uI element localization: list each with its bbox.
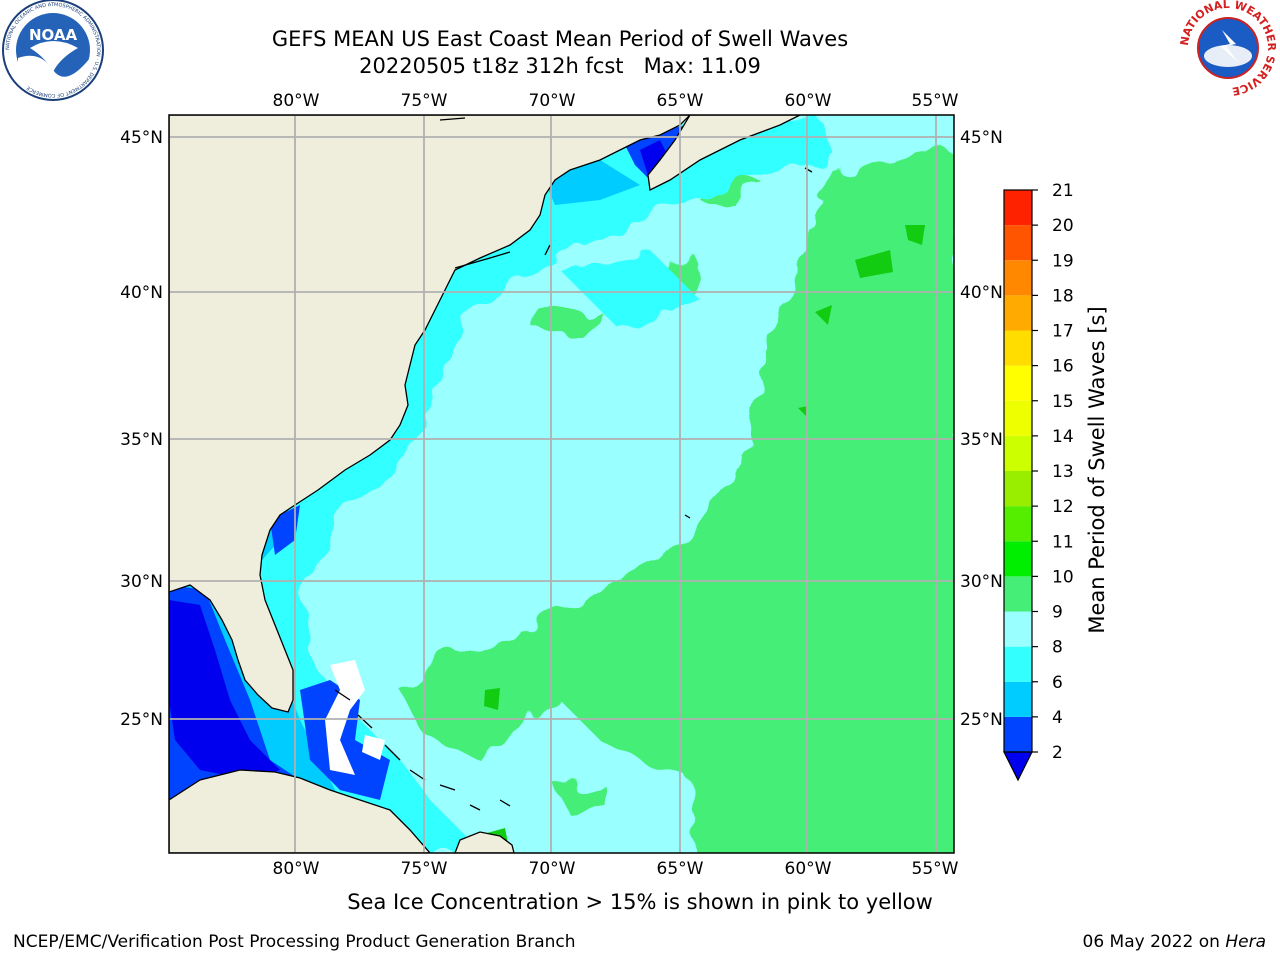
colorbar-tick-label: 8 <box>1052 638 1063 658</box>
footer-credit: NCEP/EMC/Verification Post Processing Pr… <box>13 932 576 952</box>
colorbar-tick-label: 20 <box>1052 216 1074 236</box>
lon-label: 70°W <box>529 91 576 111</box>
lon-label: 80°W <box>273 91 320 111</box>
colorbar-tick-label: 19 <box>1052 251 1074 271</box>
map-area <box>169 115 954 853</box>
chart-title: GEFS MEAN US East Coast Mean Period of S… <box>160 26 960 80</box>
colorbar-tick-label: 4 <box>1052 708 1063 728</box>
lon-label: 75°W <box>401 859 448 879</box>
colorbar: 2 4 6 8 9 10 11 12 13 14 15 16 17 18 19 20 21 <box>1003 181 1074 782</box>
coast-details <box>439 117 551 269</box>
lat-label: 40°N <box>960 283 1003 303</box>
colorbar-tick-label: 13 <box>1052 462 1074 482</box>
colorbar-segment <box>1004 506 1032 542</box>
colorbar-tick-label: 11 <box>1052 532 1074 552</box>
colorbar-segment <box>1004 646 1032 682</box>
colorbar-under-arrow <box>1003 751 1033 782</box>
colorbar-segment <box>1004 681 1032 717</box>
colorbar-segment <box>1004 611 1032 647</box>
lon-label: 65°W <box>657 91 704 111</box>
lon-label: 80°W <box>273 859 320 879</box>
colorbar-tick-label: 9 <box>1052 603 1063 623</box>
sea-ice-note: Sea Ice Concentration > 15% is shown in … <box>347 890 933 914</box>
colorbar-tick-label: 16 <box>1052 357 1074 377</box>
lat-label: 35°N <box>120 430 163 450</box>
colorbar-tick-label: 15 <box>1052 392 1074 412</box>
lat-label: 30°N <box>960 572 1003 592</box>
title-line-2: 20220505 t18z 312h fcst Max: 11.09 <box>359 54 761 78</box>
land-hispaniola <box>454 831 515 853</box>
lat-label: 25°N <box>120 710 163 730</box>
lat-label: 40°N <box>120 283 163 303</box>
lon-label: 60°W <box>785 91 832 111</box>
lon-label: 65°W <box>657 859 704 879</box>
lat-labels-left: 45°N 40°N 35°N 30°N 25°N <box>120 128 163 730</box>
colorbar-segment <box>1004 365 1032 401</box>
lat-label: 45°N <box>120 128 163 148</box>
colorbar-segment <box>1004 260 1032 296</box>
noaa-logo-text: NOAA <box>29 26 78 44</box>
footer-date-text: 06 May 2022 on <box>1082 932 1220 952</box>
colorbar-tick-label: 14 <box>1052 427 1074 447</box>
map-frame <box>168 114 955 854</box>
colorbar-segment <box>1004 576 1032 612</box>
colorbar-segment <box>1004 541 1032 577</box>
colorbar-segment <box>1004 330 1032 366</box>
colorbar-segment <box>1004 400 1032 436</box>
footer-machine: Hera <box>1225 932 1266 952</box>
colorbar-segment <box>1004 190 1032 226</box>
lon-label: 55°W <box>912 91 959 111</box>
colorbar-segment <box>1004 295 1032 331</box>
colorbar-segment <box>1004 435 1032 471</box>
lon-label: 55°W <box>912 859 959 879</box>
title-line-1: GEFS MEAN US East Coast Mean Period of S… <box>271 27 849 51</box>
colorbar-segment <box>1004 716 1032 752</box>
lat-label: 30°N <box>120 572 163 592</box>
colorbar-label: Mean Period of Swell Waves [s] <box>1085 306 1109 634</box>
colorbar-tick-label: 17 <box>1052 322 1074 342</box>
lon-label: 75°W <box>401 91 448 111</box>
nws-logo: NATIONAL WEATHER SERVICE <box>1178 0 1278 98</box>
colorbar-tick-label: 12 <box>1052 497 1074 517</box>
lon-label: 70°W <box>529 859 576 879</box>
lat-labels-right: 45°N 40°N 35°N 30°N 25°N <box>960 128 1003 730</box>
land-cuba <box>169 769 431 853</box>
lon-label: 60°W <box>785 859 832 879</box>
lat-label: 35°N <box>960 430 1003 450</box>
lon-labels-bottom: 80°W 75°W 70°W 65°W 60°W 55°W <box>273 859 959 879</box>
graticule <box>169 115 954 853</box>
colorbar-tick-label: 21 <box>1052 181 1074 201</box>
colorbar-segment <box>1004 225 1032 261</box>
land-nova-scotia <box>647 115 801 191</box>
lat-label: 25°N <box>960 710 1003 730</box>
swell-6-8-offshore-patch <box>560 250 700 330</box>
footer-date: 06 May 2022 on Hera <box>1083 932 1267 952</box>
colorbar-tick-label: 6 <box>1052 673 1063 693</box>
land-north-america <box>169 115 691 713</box>
colorbar-segment <box>1004 471 1032 507</box>
colorbar-tick-label: 2 <box>1052 743 1063 763</box>
lat-label: 45°N <box>960 128 1003 148</box>
lon-labels-top: 80°W 75°W 70°W 65°W 60°W 55°W <box>273 91 959 111</box>
bahamas-islands <box>334 167 813 811</box>
colorbar-tick-label: 18 <box>1052 286 1074 306</box>
colorbar-tick-label: 10 <box>1052 567 1074 587</box>
noaa-logo: NOAA NATIONAL OCEANIC AND ATMOSPHERIC AD… <box>2 0 104 101</box>
